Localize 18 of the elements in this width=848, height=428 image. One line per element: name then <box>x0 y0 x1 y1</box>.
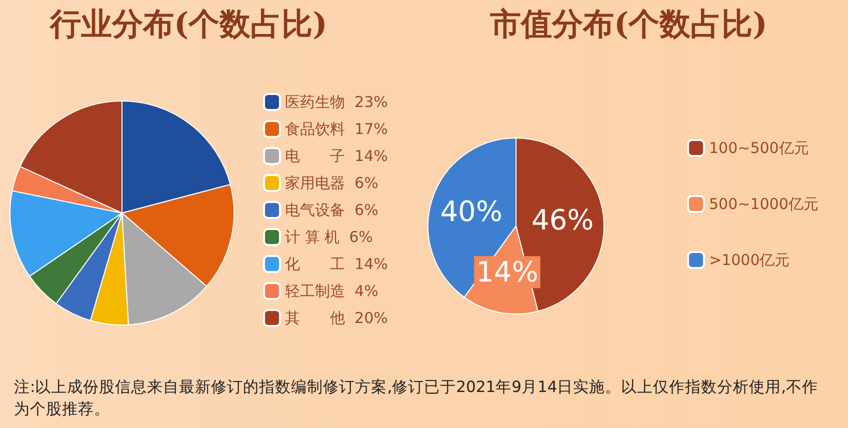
legend-label: >1000亿元 <box>709 251 790 269</box>
text: 注:以上成份股信息来自最新修订的指数编制修订方案,修订已于2021年9月14日实施。以上仅作指数分析使用,不作为个股推荐。 <box>14 377 820 420</box>
data-label: 14% <box>476 256 538 289</box>
legend-label: 食品饮料 17% <box>285 120 388 138</box>
legend-label: 电气设备 6% <box>285 201 378 219</box>
legend-label: 100~500亿元 <box>709 139 809 157</box>
legend-label: 化 工 14% <box>285 255 388 273</box>
data-label: 46% <box>532 204 594 237</box>
legend-label: 家用电器 6% <box>285 174 378 192</box>
legend-label: 500~1000亿元 <box>709 195 818 213</box>
legend-label: 轻工制造 4% <box>285 282 378 300</box>
legend-label: 其 他 20% <box>285 309 388 327</box>
chart-title: 市值分布(个数占比) <box>489 6 768 42</box>
data-label: 40% <box>440 194 502 228</box>
legend-label: 计 算 机 6% <box>285 228 373 246</box>
chart-title: 行业分布(个数占比) <box>49 6 328 42</box>
legend-label: 医药生物 23% <box>285 93 388 111</box>
legend-label: 电 子 14% <box>285 147 388 165</box>
